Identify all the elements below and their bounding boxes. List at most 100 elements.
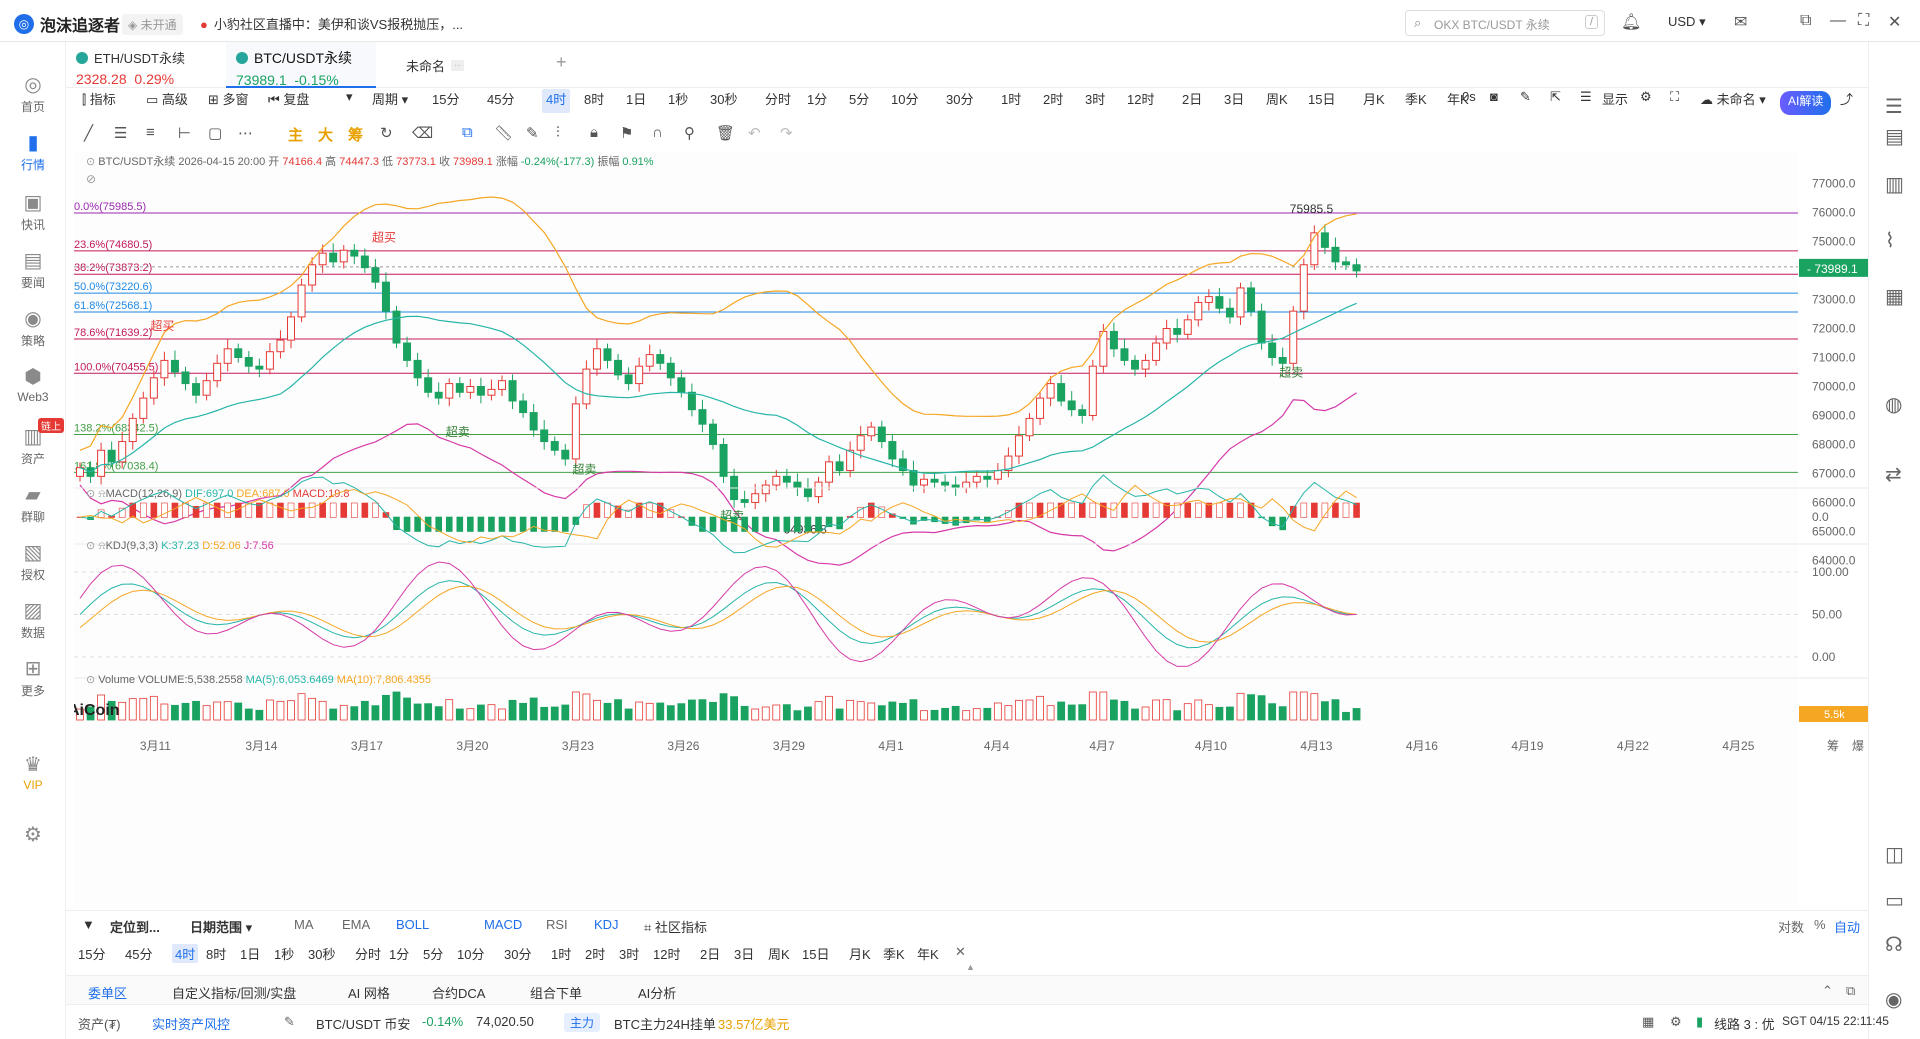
percent-toggle[interactable]: % <box>1814 917 1826 932</box>
settings-gear-icon[interactable]: ⚙ <box>1640 89 1652 104</box>
trend-icon[interactable]: ⌇ <box>1885 230 1895 252</box>
period-11[interactable]: 30分 <box>946 92 974 107</box>
pair-label[interactable]: BTC/USDT 币安 <box>316 1017 411 1032</box>
period-21[interactable]: 季K <box>1405 92 1427 107</box>
gear-icon[interactable]: ⚙ <box>1670 1014 1682 1029</box>
minimize-icon[interactable]: — <box>1830 12 1846 29</box>
bottom-period-10[interactable]: 10分 <box>457 947 485 962</box>
order-tab-1[interactable]: 自定义指标/回测/实盘 <box>172 986 297 1001</box>
risk-link[interactable]: 实时资产风控 <box>152 1017 231 1032</box>
toolbar-replay[interactable]: ⏮ 复盘 <box>268 92 310 107</box>
collapse-arrow-icon[interactable]: ▼ <box>82 917 95 932</box>
swap-icon[interactable]: ⇄ <box>1885 464 1902 486</box>
bottom-period-18[interactable]: 周K <box>768 947 790 962</box>
bot-icon[interactable]: ◍ <box>1885 394 1903 416</box>
bottom-period-0[interactable]: 15分 <box>78 947 106 962</box>
bottom-period-8[interactable]: 1分 <box>389 947 410 962</box>
edit-icon[interactable]: ✎ <box>1520 89 1531 104</box>
refresh-icon[interactable]: ↻ <box>380 125 393 142</box>
bottom-period-2[interactable]: 4时 <box>172 944 199 963</box>
period-20[interactable]: 月K <box>1363 92 1385 107</box>
indicator-ma[interactable]: MA <box>294 917 314 932</box>
search-input[interactable]: ⌕ OKX BTC/USDT 永续 / <box>1405 10 1605 36</box>
asset-label[interactable]: 资产(₮) <box>78 1017 121 1032</box>
sidebar-item-5[interactable]: ⬢ Web3 <box>0 364 66 404</box>
ai-button[interactable]: AI解读 <box>1780 91 1832 115</box>
sidebar-item-8[interactable]: ▧ 授权 <box>0 540 66 583</box>
auto-toggle[interactable]: 自动 <box>1834 920 1861 935</box>
period-5[interactable]: 1秒 <box>668 92 689 107</box>
close-icon[interactable]: ✕ <box>1888 14 1902 31</box>
locate-button[interactable]: 定位到... <box>110 920 160 935</box>
bar-chart-icon[interactable]: ▦ <box>1885 286 1904 308</box>
period-10[interactable]: 10分 <box>891 92 919 107</box>
toolbar-advanced[interactable]: ▭ 高级 <box>146 92 188 107</box>
indicator-boll[interactable]: BOLL <box>396 917 430 932</box>
bottom-period-14[interactable]: 3时 <box>619 947 640 962</box>
bottom-period-20[interactable]: 月K <box>849 947 871 962</box>
bottom-period-9[interactable]: 5分 <box>423 947 444 962</box>
sidebar-item-11[interactable]: ♛ VIP <box>0 752 66 792</box>
sidebar-item-7[interactable]: ▰ 群聊 <box>0 482 66 525</box>
fullscreen-icon[interactable]: ⛶ <box>1670 89 1680 104</box>
brush-icon[interactable]: ✎ <box>526 125 539 142</box>
period-13[interactable]: 2时 <box>1043 92 1064 107</box>
indicator-ema[interactable]: EMA <box>342 917 371 932</box>
sidebar-item-1[interactable]: ▮ 行情 <box>0 130 66 173</box>
toolbar-indicator[interactable]: ⫿ 指标 <box>82 92 116 107</box>
maximize-icon[interactable]: ⛶ <box>1858 12 1870 29</box>
tab-eth[interactable]: ETH/USDT永续 2328.28 0.29% <box>76 51 186 87</box>
period-4[interactable]: 1日 <box>626 92 647 107</box>
bell-icon[interactable]: 🔔︎ <box>1621 14 1642 31</box>
panel-icon[interactable]: ◫ <box>1885 844 1904 866</box>
brand[interactable]: ◎ 泡沫追逐者 <box>14 12 120 36</box>
camera-icon[interactable]: ◙ <box>1490 89 1498 104</box>
timer-0s[interactable]: 0s <box>1462 89 1476 104</box>
drag-handle-icon[interactable]: ▲ <box>966 962 975 972</box>
toolbar-period[interactable]: 周期 ▾ <box>372 92 409 107</box>
indicator-rsi[interactable]: RSI <box>546 917 568 932</box>
toolbar-multi[interactable]: ⊞ 多窗 <box>208 92 249 107</box>
period-2[interactable]: 4时 <box>542 89 571 113</box>
period-18[interactable]: 周K <box>1266 92 1288 107</box>
bottom-period-21[interactable]: 季K <box>883 947 905 962</box>
news-ticker[interactable]: ● 小豹社区直播中：美伊和谈VS报税抛压，... <box>200 17 464 32</box>
toolbar-dropdown[interactable]: ▾ <box>346 89 353 104</box>
assistant-icon[interactable]: ◉ <box>1885 989 1903 1011</box>
parallel-tool-icon[interactable]: ≡ <box>146 124 155 141</box>
window-icon[interactable]: ▭ <box>1885 890 1904 912</box>
period-6[interactable]: 30秒 <box>710 92 738 107</box>
headset-icon[interactable]: ☊ <box>1885 934 1903 956</box>
period-22[interactable]: 年K <box>1447 92 1469 107</box>
period-0[interactable]: 15分 <box>432 92 460 107</box>
order-tab-4[interactable]: 组合下单 <box>530 986 583 1001</box>
redo-icon[interactable]: ↷ <box>780 125 793 142</box>
settings-icon[interactable]: ⚙ <box>24 824 42 846</box>
period-8[interactable]: 1分 <box>807 92 828 107</box>
bottom-period-19[interactable]: 15日 <box>802 947 830 962</box>
not-open-badge[interactable]: ◈ 未开通 <box>122 14 183 35</box>
bottom-period-12[interactable]: 1时 <box>551 947 572 962</box>
list-icon[interactable]: ☰ <box>1580 89 1592 104</box>
eraser-icon[interactable]: ⌫ <box>412 125 434 142</box>
period-9[interactable]: 5分 <box>849 92 870 107</box>
ruler-icon[interactable]: 📏︎ <box>494 125 514 142</box>
period-19[interactable]: 15日 <box>1308 92 1336 107</box>
bottom-period-16[interactable]: 2日 <box>700 947 721 962</box>
chart-area[interactable]: 77000.076000.075000.074000.073000.072000… <box>68 152 1874 908</box>
document-icon[interactable]: ▤ <box>1885 126 1904 148</box>
log-toggle[interactable]: 对数 <box>1778 920 1805 935</box>
bottom-period-17[interactable]: 3日 <box>734 947 755 962</box>
close-icon[interactable]: ✕ <box>955 944 966 959</box>
daterange-button[interactable]: 日期范围 ▾ <box>190 920 253 935</box>
main-toggle[interactable]: 主 <box>288 127 304 144</box>
indicator-kdj[interactable]: KDJ <box>594 917 619 932</box>
rect-tool-icon[interactable]: ▢ <box>208 125 223 142</box>
hline-tool-icon[interactable]: ☰ <box>114 125 128 142</box>
layout-select[interactable]: ☁ 未命名 ▾ <box>1700 92 1766 107</box>
mail-icon[interactable]: ✉ <box>1734 14 1748 31</box>
period-15[interactable]: 12时 <box>1127 92 1155 107</box>
period-7[interactable]: 分时 <box>765 92 792 107</box>
tab-btc[interactable]: BTC/USDT永续 73989.1 -0.15% <box>226 42 376 88</box>
add-tab-button[interactable]: + <box>556 52 567 72</box>
